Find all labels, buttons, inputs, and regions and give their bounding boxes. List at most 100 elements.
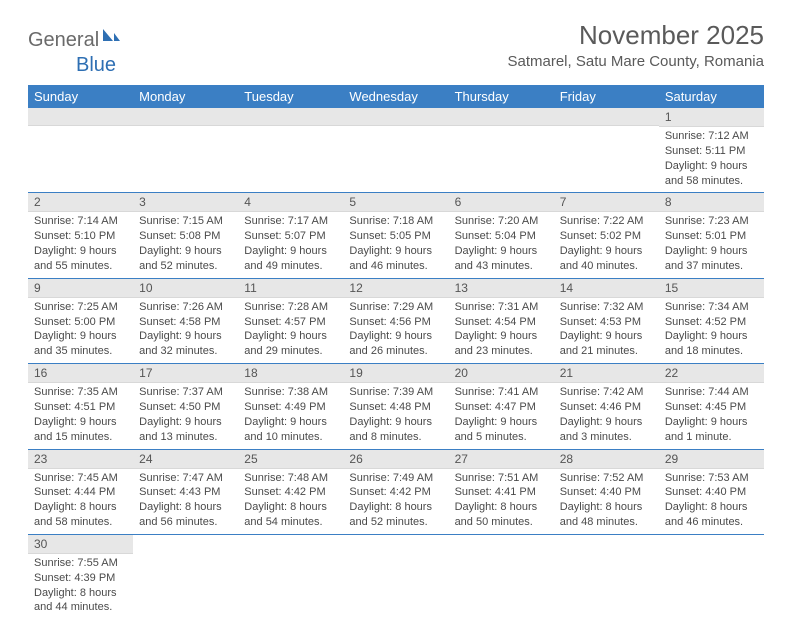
calendar-table: Sunday Monday Tuesday Wednesday Thursday… [28,85,764,619]
calendar-cell: 17Sunrise: 7:37 AMSunset: 4:50 PMDayligh… [133,364,238,449]
daylight-line: Daylight: 9 hours and 23 minutes. [455,329,548,359]
day-details: Sunrise: 7:28 AMSunset: 4:57 PMDaylight:… [238,298,343,363]
daylight-line: Daylight: 9 hours and 35 minutes. [34,329,127,359]
sunset-line: Sunset: 4:44 PM [34,485,127,500]
sunrise-line: Sunrise: 7:28 AM [244,300,337,315]
calendar-cell: 10Sunrise: 7:26 AMSunset: 4:58 PMDayligh… [133,278,238,363]
day-number: 1 [659,108,764,127]
sunrise-line: Sunrise: 7:20 AM [455,214,548,229]
calendar-cell [659,534,764,619]
sunrise-line: Sunrise: 7:26 AM [139,300,232,315]
sunset-line: Sunset: 4:51 PM [34,400,127,415]
day-details: Sunrise: 7:49 AMSunset: 4:42 PMDaylight:… [343,469,448,534]
sunset-line: Sunset: 4:54 PM [455,315,548,330]
daylight-line: Daylight: 9 hours and 46 minutes. [349,244,442,274]
sunset-line: Sunset: 4:41 PM [455,485,548,500]
daylight-line: Daylight: 9 hours and 15 minutes. [34,415,127,445]
day-number: 16 [28,364,133,383]
day-number: 4 [238,193,343,212]
daylight-line: Daylight: 8 hours and 48 minutes. [560,500,653,530]
day-details: Sunrise: 7:45 AMSunset: 4:44 PMDaylight:… [28,469,133,534]
sunrise-line: Sunrise: 7:34 AM [665,300,758,315]
daylight-line: Daylight: 9 hours and 29 minutes. [244,329,337,359]
sunset-line: Sunset: 4:50 PM [139,400,232,415]
calendar-cell [133,108,238,193]
day-details: Sunrise: 7:26 AMSunset: 4:58 PMDaylight:… [133,298,238,363]
calendar-cell [238,534,343,619]
daylight-line: Daylight: 9 hours and 58 minutes. [665,159,758,189]
month-title: November 2025 [507,20,764,51]
daylight-line: Daylight: 9 hours and 26 minutes. [349,329,442,359]
sunrise-line: Sunrise: 7:53 AM [665,471,758,486]
day-details: Sunrise: 7:32 AMSunset: 4:53 PMDaylight:… [554,298,659,363]
sunrise-line: Sunrise: 7:31 AM [455,300,548,315]
day-details: Sunrise: 7:20 AMSunset: 5:04 PMDaylight:… [449,212,554,277]
sunset-line: Sunset: 4:40 PM [560,485,653,500]
sunset-line: Sunset: 4:39 PM [34,571,127,586]
day-number: 14 [554,279,659,298]
day-details: Sunrise: 7:53 AMSunset: 4:40 PMDaylight:… [659,469,764,534]
sunset-line: Sunset: 5:08 PM [139,229,232,244]
sunset-line: Sunset: 4:40 PM [665,485,758,500]
empty-day [449,108,554,126]
sunset-line: Sunset: 4:53 PM [560,315,653,330]
daylight-line: Daylight: 9 hours and 21 minutes. [560,329,653,359]
day-number: 11 [238,279,343,298]
sunset-line: Sunset: 4:58 PM [139,315,232,330]
calendar-cell: 12Sunrise: 7:29 AMSunset: 4:56 PMDayligh… [343,278,448,363]
calendar-cell: 20Sunrise: 7:41 AMSunset: 4:47 PMDayligh… [449,364,554,449]
sail-icon [101,26,121,49]
day-details: Sunrise: 7:37 AMSunset: 4:50 PMDaylight:… [133,383,238,448]
day-details: Sunrise: 7:17 AMSunset: 5:07 PMDaylight:… [238,212,343,277]
calendar-row: 16Sunrise: 7:35 AMSunset: 4:51 PMDayligh… [28,364,764,449]
calendar-cell: 23Sunrise: 7:45 AMSunset: 4:44 PMDayligh… [28,449,133,534]
calendar-cell: 7Sunrise: 7:22 AMSunset: 5:02 PMDaylight… [554,193,659,278]
day-details: Sunrise: 7:55 AMSunset: 4:39 PMDaylight:… [28,554,133,619]
daylight-line: Daylight: 9 hours and 18 minutes. [665,329,758,359]
sunrise-line: Sunrise: 7:49 AM [349,471,442,486]
calendar-cell: 13Sunrise: 7:31 AMSunset: 4:54 PMDayligh… [449,278,554,363]
sunset-line: Sunset: 5:04 PM [455,229,548,244]
weekday-header: Saturday [659,85,764,108]
logo: General [28,20,121,55]
weekday-header: Sunday [28,85,133,108]
daylight-line: Daylight: 9 hours and 13 minutes. [139,415,232,445]
sunrise-line: Sunrise: 7:15 AM [139,214,232,229]
calendar-row: 1Sunrise: 7:12 AMSunset: 5:11 PMDaylight… [28,108,764,193]
day-details: Sunrise: 7:15 AMSunset: 5:08 PMDaylight:… [133,212,238,277]
daylight-line: Daylight: 8 hours and 58 minutes. [34,500,127,530]
calendar-cell [343,108,448,193]
calendar-cell: 26Sunrise: 7:49 AMSunset: 4:42 PMDayligh… [343,449,448,534]
calendar-cell: 25Sunrise: 7:48 AMSunset: 4:42 PMDayligh… [238,449,343,534]
sunset-line: Sunset: 4:43 PM [139,485,232,500]
daylight-line: Daylight: 9 hours and 37 minutes. [665,244,758,274]
calendar-cell: 11Sunrise: 7:28 AMSunset: 4:57 PMDayligh… [238,278,343,363]
calendar-cell: 1Sunrise: 7:12 AMSunset: 5:11 PMDaylight… [659,108,764,193]
weekday-header: Friday [554,85,659,108]
day-details: Sunrise: 7:29 AMSunset: 4:56 PMDaylight:… [343,298,448,363]
sunrise-line: Sunrise: 7:45 AM [34,471,127,486]
empty-day [238,108,343,126]
day-details: Sunrise: 7:35 AMSunset: 4:51 PMDaylight:… [28,383,133,448]
day-number: 24 [133,450,238,469]
daylight-line: Daylight: 9 hours and 8 minutes. [349,415,442,445]
sunrise-line: Sunrise: 7:35 AM [34,385,127,400]
day-details: Sunrise: 7:31 AMSunset: 4:54 PMDaylight:… [449,298,554,363]
weekday-header: Wednesday [343,85,448,108]
sunrise-line: Sunrise: 7:14 AM [34,214,127,229]
sunset-line: Sunset: 4:45 PM [665,400,758,415]
weekday-header-row: Sunday Monday Tuesday Wednesday Thursday… [28,85,764,108]
calendar-cell: 15Sunrise: 7:34 AMSunset: 4:52 PMDayligh… [659,278,764,363]
sunset-line: Sunset: 4:49 PM [244,400,337,415]
day-details: Sunrise: 7:44 AMSunset: 4:45 PMDaylight:… [659,383,764,448]
calendar-cell [554,534,659,619]
sunset-line: Sunset: 5:02 PM [560,229,653,244]
sunset-line: Sunset: 5:10 PM [34,229,127,244]
daylight-line: Daylight: 8 hours and 54 minutes. [244,500,337,530]
calendar-cell: 22Sunrise: 7:44 AMSunset: 4:45 PMDayligh… [659,364,764,449]
calendar-cell [449,108,554,193]
day-number: 29 [659,450,764,469]
sunset-line: Sunset: 4:57 PM [244,315,337,330]
calendar-cell: 9Sunrise: 7:25 AMSunset: 5:00 PMDaylight… [28,278,133,363]
sunrise-line: Sunrise: 7:42 AM [560,385,653,400]
